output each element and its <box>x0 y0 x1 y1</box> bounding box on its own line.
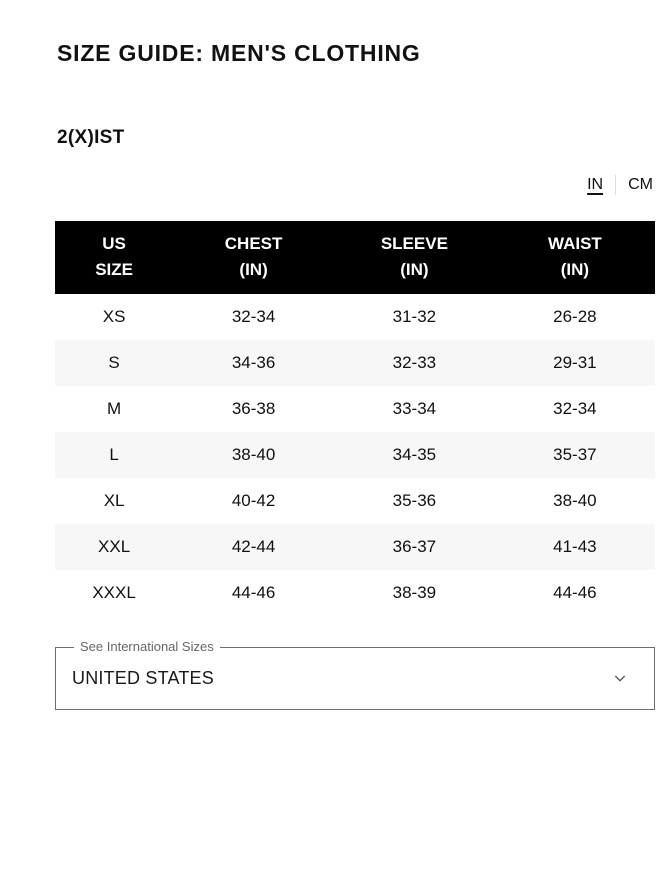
size-table-body: XS 32-34 31-32 26-28 S 34-36 32-33 29-31… <box>55 294 655 616</box>
cell-us-size: L <box>109 445 119 464</box>
cell-waist: 41-43 <box>553 537 597 556</box>
cell-chest: 42-44 <box>231 537 276 556</box>
international-sizes-label: See International Sizes <box>80 639 214 654</box>
cell-sleeve: 36-37 <box>392 537 437 556</box>
international-sizes-select[interactable]: See International Sizes UNITED STATES <box>55 639 655 710</box>
table-row: XL 40-42 35-36 38-40 <box>55 478 655 524</box>
size-table-header: US SIZE CHEST (IN) SLEEVE (IN) WAIST (IN… <box>55 221 655 294</box>
cell-us-size: XXL <box>98 537 131 556</box>
table-row: XXXL 44-46 38-39 44-46 <box>55 570 655 616</box>
cell-waist: 32-34 <box>553 399 597 418</box>
header-chest-line2: (IN) <box>239 260 268 279</box>
cell-us-size: XL <box>103 491 125 510</box>
size-guide-panel: SIZE GUIDE: MEN'S CLOTHING 2(X)IST IN CM… <box>55 0 655 710</box>
header-us-size: US SIZE <box>55 221 174 294</box>
cell-us-size: XS <box>102 307 126 326</box>
brand-name: 2(X)IST <box>57 127 125 148</box>
header-us-size-line1: US <box>102 234 126 253</box>
cell-us-size: M <box>107 399 122 418</box>
cell-sleeve: 38-39 <box>392 583 437 602</box>
size-table: US SIZE CHEST (IN) SLEEVE (IN) WAIST (IN… <box>55 221 655 616</box>
header-us-size-line2: SIZE <box>95 260 133 279</box>
header-sleeve: SLEEVE (IN) <box>333 221 495 294</box>
cell-waist: 29-31 <box>553 353 597 372</box>
table-row: L 38-40 34-35 35-37 <box>55 432 655 478</box>
table-row: XS 32-34 31-32 26-28 <box>55 294 655 340</box>
cell-chest: 44-46 <box>231 583 276 602</box>
table-row: S 34-36 32-33 29-31 <box>55 340 655 386</box>
cell-sleeve: 35-36 <box>392 491 437 510</box>
cell-waist: 44-46 <box>553 583 597 602</box>
chevron-down-icon <box>612 670 640 686</box>
cell-chest: 32-34 <box>231 307 276 326</box>
table-row: XXL 42-44 36-37 41-43 <box>55 524 655 570</box>
cell-waist: 35-37 <box>553 445 597 464</box>
unit-toggle-divider <box>615 175 617 195</box>
cell-sleeve: 31-32 <box>392 307 437 326</box>
page-title: SIZE GUIDE: MEN'S CLOTHING <box>57 40 421 66</box>
unit-in-button[interactable]: IN <box>587 176 604 193</box>
unit-toggle: IN CM <box>55 174 655 196</box>
cell-sleeve: 33-34 <box>392 399 437 418</box>
header-waist-line1: WAIST <box>547 234 602 253</box>
cell-sleeve: 34-35 <box>392 445 437 464</box>
cell-chest: 40-42 <box>231 491 276 510</box>
cell-chest: 34-36 <box>231 353 276 372</box>
header-waist: WAIST (IN) <box>494 221 655 294</box>
unit-cm-button[interactable]: CM <box>628 176 653 193</box>
cell-chest: 36-38 <box>231 399 276 418</box>
cell-us-size: XXXL <box>92 583 136 602</box>
header-chest: CHEST (IN) <box>173 221 334 294</box>
selected-country-value: UNITED STATES <box>72 667 214 688</box>
header-chest-line1: CHEST <box>224 234 283 253</box>
header-row: US SIZE CHEST (IN) SLEEVE (IN) WAIST (IN… <box>55 221 655 294</box>
cell-chest: 38-40 <box>231 445 276 464</box>
cell-waist: 26-28 <box>553 307 597 326</box>
header-sleeve-line1: SLEEVE <box>380 234 448 253</box>
header-sleeve-line2: (IN) <box>400 260 429 279</box>
header-waist-line2: (IN) <box>560 260 590 279</box>
cell-us-size: S <box>108 353 120 372</box>
table-row: M 36-38 33-34 32-34 <box>55 386 655 432</box>
cell-waist: 38-40 <box>553 491 597 510</box>
select-row: UNITED STATES <box>70 655 640 701</box>
cell-sleeve: 32-33 <box>392 353 437 372</box>
